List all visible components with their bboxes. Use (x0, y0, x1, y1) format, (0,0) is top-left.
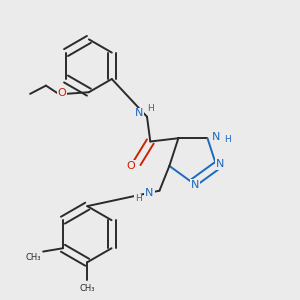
Text: H: H (224, 135, 231, 144)
Text: N: N (146, 188, 154, 198)
Text: O: O (127, 161, 136, 171)
Text: CH₃: CH₃ (80, 284, 95, 293)
Text: H: H (147, 104, 154, 113)
Text: N: N (190, 180, 199, 190)
Text: H: H (135, 194, 141, 203)
Text: N: N (135, 108, 143, 118)
Text: N: N (216, 159, 224, 169)
Text: CH₃: CH₃ (26, 253, 41, 262)
Text: N: N (212, 132, 220, 142)
Text: O: O (57, 88, 66, 98)
